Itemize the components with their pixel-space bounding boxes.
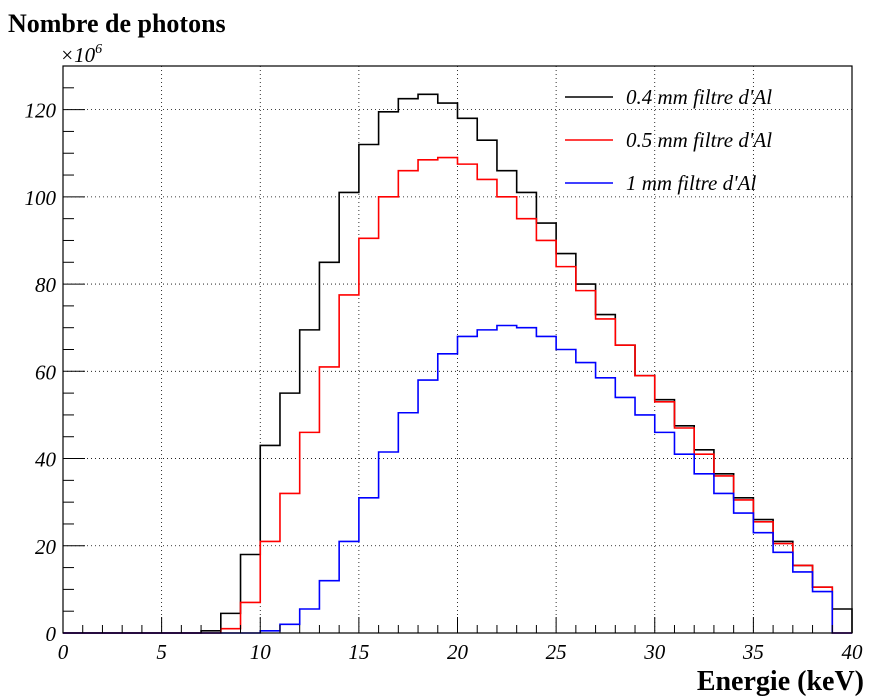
series-line-2 (63, 156, 852, 634)
y-multiplier: ×106 (60, 42, 102, 67)
x-tick-label: 10 (250, 640, 272, 664)
x-tick-label: 30 (643, 640, 666, 664)
axis-ticks (62, 65, 853, 634)
x-tick-label: 40 (842, 640, 864, 664)
y-multiplier-exponent: 6 (95, 42, 102, 57)
y-multiplier-base: ×10 (60, 43, 96, 67)
legend: 0.4 mm filtre d'Al 0.5 mm filtre d'Al 1 mm… (565, 85, 772, 195)
y-tick-label: 120 (25, 99, 57, 123)
x-tick-label: 0 (58, 640, 69, 664)
y-tick-label: 80 (35, 273, 57, 297)
y-tick-label: 40 (35, 448, 57, 472)
y-tick-labels: 0 20 40 60 80 100 120 (25, 99, 57, 646)
x-tick-label: 15 (348, 640, 369, 664)
x-axis-label: Energie (keV) (697, 666, 864, 697)
x-tick-label: 5 (156, 640, 167, 664)
y-tick-label: 0 (46, 622, 57, 646)
x-tick-label: 25 (546, 640, 567, 664)
x-tick-labels: 0 5 10 15 20 25 30 35 40 (58, 640, 863, 664)
legend-label-3: 1 mm filtre d'Al (626, 171, 756, 195)
x-tick-label: 20 (447, 640, 469, 664)
series-line-3 (63, 324, 852, 634)
series-layer (63, 93, 853, 634)
legend-label-2: 0.5 mm filtre d'Al (626, 128, 772, 152)
y-tick-label: 60 (35, 360, 57, 384)
x-tick-label: 35 (742, 640, 764, 664)
chart-title: Nombre de photons (8, 9, 226, 38)
y-tick-label: 100 (25, 186, 57, 210)
y-tick-label: 20 (35, 535, 57, 559)
legend-label-1: 0.4 mm filtre d'Al (626, 85, 772, 109)
